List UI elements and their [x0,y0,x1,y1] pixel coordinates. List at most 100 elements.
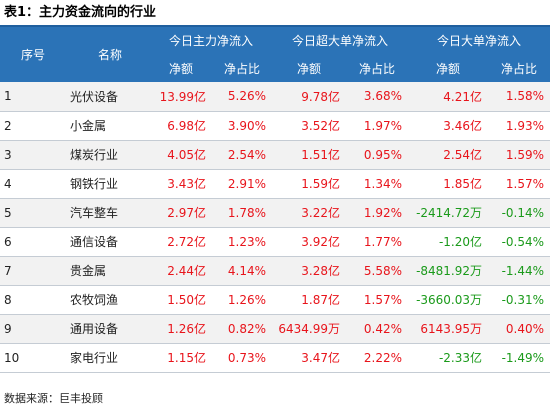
net-ratio-cell: 1.97% [363,118,403,133]
net-ratio-cell: 1.77% [363,234,403,249]
net-ratio-cell: 0.42% [363,321,403,336]
net-ratio-cell: -0.14% [501,205,545,220]
net-amount-cell: 1.85亿 [443,177,483,191]
industry-name: 煤炭行业 [70,148,119,162]
net-ratio-cell: 4.14% [227,263,267,278]
net-ratio-cell: 3.68% [363,89,403,104]
industry-name: 通用设备 [70,322,119,336]
net-amount-cell: 6434.99万 [278,322,341,336]
net-ratio-cell: 3.90% [227,118,267,133]
net-ratio-cell: 0.73% [227,350,267,365]
net-amount-cell: 9.78亿 [301,89,341,104]
row-index: 6 [4,234,12,249]
net-amount-cell: 2.97亿 [167,206,206,220]
fund-flow-table: 序号 名称 今日主力净流入 今日超大单净流入 今日大单净流入 净额 净占比 净额… [0,27,550,373]
net-ratio-cell: 1.92% [363,205,403,220]
row-index: 9 [4,321,12,336]
row-index: 5 [4,205,12,220]
table-row: 10 家电行业 1.15亿 0.73% 3.47亿 2.22% -2.33亿 -1.49% [0,343,550,372]
industry-name: 贵金属 [70,264,107,278]
header-name: 名称 [97,48,122,62]
net-amount-cell: -2414.72万 [416,206,483,220]
header-group-super: 今日超大单净流入 [292,34,389,48]
header-group-main: 今日主力净流入 [169,34,254,48]
industry-name: 小金属 [70,119,107,133]
table-row: 7 贵金属 2.44亿 4.14% 3.28亿 5.58% -8481.92万 -1.44% [0,256,550,285]
net-amount-cell: 2.54亿 [443,148,483,162]
net-amount-cell: 2.44亿 [167,264,206,278]
net-ratio-cell: 5.26% [227,89,267,104]
industry-name: 家电行业 [70,351,119,365]
row-index: 8 [4,292,12,307]
industry-name: 钢铁行业 [70,177,119,191]
net-amount-cell: 13.99亿 [159,89,206,104]
net-amount-cell: -1.20亿 [438,235,483,249]
net-amount-cell: 1.50亿 [167,293,206,307]
net-ratio-cell: 1.93% [505,118,545,133]
net-amount-cell: 3.47亿 [301,351,341,365]
header-sub: 净占比 [224,61,261,76]
net-amount-cell: 3.28亿 [301,264,341,278]
header-sub: 净占比 [359,61,396,76]
header-sub: 净额 [168,61,193,76]
industry-name: 汽车整车 [70,206,119,220]
row-index: 2 [4,118,12,133]
net-amount-cell: -3660.03万 [416,293,483,307]
net-amount-cell: 1.26亿 [167,322,206,336]
table-row: 3 煤炭行业 4.05亿 2.54% 1.51亿 0.95% 2.54亿 1.59% [0,140,550,169]
net-ratio-cell: -0.31% [501,292,545,307]
row-index: 7 [4,263,12,278]
table-body: 1 光伏设备 13.99亿 5.26% 9.78亿 3.68% 4.21亿 1.58% 2 小金属… [0,82,550,372]
header-row-groups: 序号 名称 今日主力净流入 今日超大单净流入 今日大单净流入 [0,27,550,62]
row-index: 10 [4,350,20,365]
net-ratio-cell: 1.59% [505,147,545,162]
header-sub: 净额 [436,61,461,76]
net-ratio-cell: 5.58% [363,263,403,278]
net-ratio-cell: 1.78% [227,205,267,220]
net-ratio-cell: 1.58% [505,89,545,104]
header-sub: 净占比 [501,61,538,76]
net-amount-cell: 1.59亿 [301,177,341,191]
net-ratio-cell: -0.54% [501,234,545,249]
net-amount-cell: 3.46亿 [443,119,483,133]
row-index: 1 [4,89,12,104]
industry-name: 光伏设备 [70,89,119,104]
net-amount-cell: 3.52亿 [301,119,341,133]
row-index: 4 [4,176,12,191]
table-title: 表1：主力资金流向的行业 [4,5,157,20]
net-amount-cell: 3.92亿 [301,235,341,249]
net-amount-cell: 3.43亿 [167,177,206,191]
net-amount-cell: -2.33亿 [438,351,483,365]
table-row: 8 农牧饲渔 1.50亿 1.26% 1.87亿 1.57% -3660.03万 -0.31% [0,285,550,314]
industry-name: 农牧饲渔 [70,293,119,307]
table-row: 1 光伏设备 13.99亿 5.26% 9.78亿 3.68% 4.21亿 1.58% [0,82,550,111]
net-amount-cell: 3.22亿 [301,206,341,220]
net-ratio-cell: 0.40% [505,321,545,336]
net-amount-cell: 6143.95万 [420,322,483,336]
net-ratio-cell: 1.26% [227,292,267,307]
net-ratio-cell: 0.82% [227,321,267,336]
table-row: 2 小金属 6.98亿 3.90% 3.52亿 1.97% 3.46亿 1.93% [0,111,550,140]
net-ratio-cell: 1.57% [505,176,545,191]
industry-name: 通信设备 [70,235,119,249]
net-amount-cell: 6.98亿 [167,119,206,133]
source-note: 数据来源：巨丰投顾 [4,392,103,405]
net-ratio-cell: -1.44% [501,263,545,278]
net-amount-cell: 1.15亿 [167,351,206,365]
net-amount-cell: 1.51亿 [301,148,341,162]
net-ratio-cell: 2.54% [227,147,267,162]
net-ratio-cell: 2.91% [227,176,267,191]
net-ratio-cell: 1.57% [363,292,403,307]
table-row: 9 通用设备 1.26亿 0.82% 6434.99万 0.42% 6143.95万 0.40… [0,314,550,343]
header-index: 序号 [20,48,45,62]
net-ratio-cell: 1.34% [363,176,403,191]
table-row: 6 通信设备 2.72亿 1.23% 3.92亿 1.77% -1.20亿 -0.54% [0,227,550,256]
net-ratio-cell: -1.49% [501,350,545,365]
title-rule [0,25,550,27]
net-amount-cell: 4.05亿 [167,148,206,162]
net-ratio-cell: 1.23% [227,234,267,249]
net-amount-cell: -8481.92万 [416,264,483,278]
row-index: 3 [4,147,12,162]
net-amount-cell: 4.21亿 [443,89,483,104]
header-sub: 净额 [297,61,322,76]
